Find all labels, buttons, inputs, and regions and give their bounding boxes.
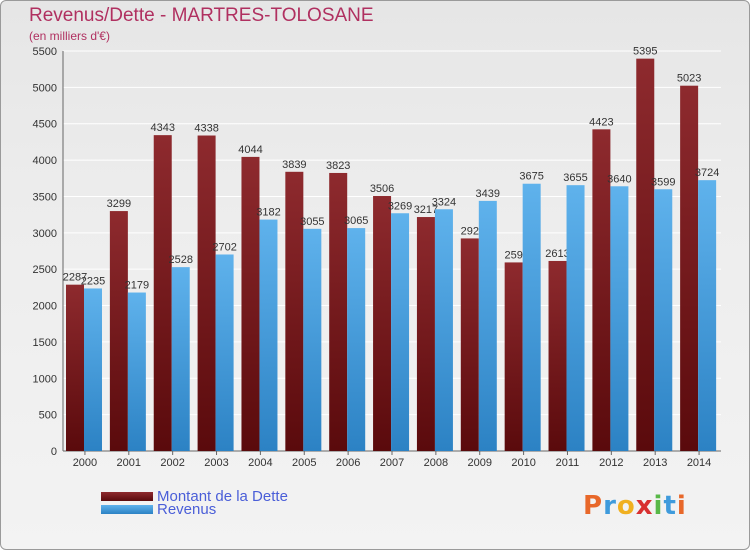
- legend-label-revenus: Revenus: [157, 501, 217, 518]
- y-tick-label: 5500: [33, 46, 57, 58]
- bar-revenus: [215, 254, 234, 451]
- x-tick-label: 2005: [292, 457, 316, 469]
- bar-montant-de-la-dette: [153, 135, 172, 452]
- data-label: 4044: [238, 144, 262, 156]
- bar-revenus: [478, 200, 497, 451]
- data-label: 4423: [589, 116, 613, 128]
- x-tick-label: 2009: [467, 457, 491, 469]
- legend-swatch-revenus: [101, 505, 153, 514]
- data-label: 3675: [519, 171, 543, 183]
- data-label: 2702: [212, 241, 236, 253]
- data-label: 3724: [695, 167, 719, 179]
- bar-revenus: [434, 209, 453, 451]
- x-tick-label: 2006: [336, 457, 360, 469]
- y-tick-label: 4500: [33, 119, 57, 131]
- y-tick-label: 5000: [33, 82, 57, 94]
- bar-montant-de-la-dette: [329, 172, 348, 452]
- bar-montant-de-la-dette: [285, 171, 304, 452]
- bar-revenus: [391, 213, 410, 451]
- bar-montant-de-la-dette: [504, 262, 523, 451]
- x-tick-label: 2008: [424, 457, 448, 469]
- data-label: 259: [504, 249, 522, 261]
- data-label: 3065: [344, 215, 368, 227]
- legend-item-dette: Montant de la Dette: [101, 488, 288, 505]
- bar-montant-de-la-dette: [241, 156, 260, 451]
- bar-montant-de-la-dette: [373, 196, 392, 451]
- bar-montant-de-la-dette: [197, 135, 216, 451]
- x-tick-label: 2002: [160, 457, 184, 469]
- data-label: 2179: [125, 280, 149, 292]
- y-tick-label: 2500: [33, 264, 57, 276]
- proxiti-logo: Proxiti: [583, 491, 687, 521]
- x-tick-label: 2010: [511, 457, 535, 469]
- data-label: 3823: [326, 160, 350, 172]
- bar-revenus: [259, 219, 278, 451]
- bar-revenus: [522, 183, 541, 451]
- data-label: 2235: [81, 275, 105, 287]
- x-tick-label: 2011: [556, 457, 580, 469]
- data-label: 3217: [414, 204, 438, 216]
- bar-montant-de-la-dette: [416, 217, 435, 451]
- bar-revenus: [698, 180, 717, 451]
- data-label: 4338: [194, 123, 218, 135]
- bar-revenus: [347, 228, 366, 451]
- y-tick-label: 2000: [33, 301, 57, 313]
- x-tick-label: 2003: [204, 457, 228, 469]
- bar-montant-de-la-dette: [680, 85, 699, 451]
- bar-montant-de-la-dette: [66, 284, 84, 451]
- data-label: 3055: [300, 216, 324, 228]
- bar-revenus: [610, 186, 629, 452]
- y-tick-label: 3500: [33, 191, 57, 203]
- bar-revenus: [566, 185, 585, 451]
- y-tick-label: 1000: [33, 373, 57, 385]
- data-label: 5395: [633, 46, 657, 58]
- bar-montant-de-la-dette: [592, 129, 611, 451]
- data-label: 3439: [476, 188, 500, 200]
- data-label: 292: [461, 225, 479, 237]
- x-tick-label: 2001: [117, 457, 141, 469]
- data-label: 3655: [563, 172, 587, 184]
- data-label: 3599: [651, 176, 675, 188]
- y-tick-label: 3000: [33, 228, 57, 240]
- bar-revenus: [654, 189, 673, 451]
- data-label: 3506: [370, 183, 394, 195]
- data-label: 3324: [432, 196, 456, 208]
- data-label: 5023: [677, 73, 701, 85]
- legend-swatch-dette: [101, 492, 153, 501]
- bar-montant-de-la-dette: [460, 238, 479, 451]
- data-label: 3839: [282, 159, 306, 171]
- x-tick-label: 2004: [248, 457, 272, 469]
- y-tick-label: 0: [51, 446, 57, 458]
- bar-montant-de-la-dette: [109, 211, 128, 451]
- data-label: 2613: [545, 248, 569, 260]
- bar-revenus: [84, 288, 102, 451]
- data-label: 3640: [607, 173, 631, 185]
- bar-revenus: [171, 267, 190, 451]
- y-tick-label: 500: [39, 410, 57, 422]
- bar-montant-de-la-dette: [636, 58, 655, 452]
- bar-montant-de-la-dette: [548, 260, 567, 451]
- x-tick-label: 2014: [687, 457, 711, 469]
- chart-subtitle: (en milliers d'€): [29, 29, 110, 43]
- data-label: 3299: [107, 198, 131, 210]
- data-label: 4343: [150, 122, 174, 134]
- x-tick-label: 2013: [643, 457, 667, 469]
- y-tick-label: 4000: [33, 155, 57, 167]
- x-tick-label: 2000: [73, 457, 97, 469]
- x-tick-label: 2012: [599, 457, 623, 469]
- bar-revenus: [303, 228, 322, 451]
- data-label: 2287: [63, 272, 87, 284]
- data-label: 3182: [256, 207, 280, 219]
- chart-title: Revenus/Dette - MARTRES-TOLOSANE: [29, 5, 374, 26]
- bar-revenus: [127, 292, 146, 451]
- legend-item-revenus: Revenus: [101, 501, 216, 518]
- x-tick-label: 2007: [380, 457, 404, 469]
- data-label: 2528: [168, 254, 192, 266]
- y-tick-label: 1500: [33, 337, 57, 349]
- legend-label-dette: Montant de la Dette: [157, 488, 288, 505]
- data-label: 3269: [388, 200, 412, 212]
